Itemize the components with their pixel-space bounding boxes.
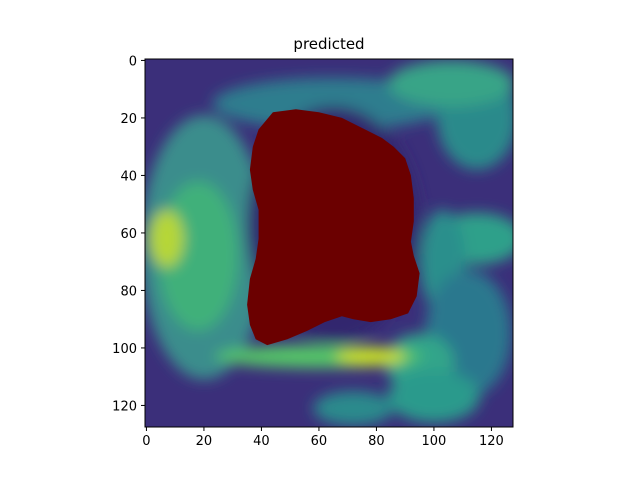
x-tick-label: 100 [422,434,447,449]
x-tick-label: 20 [196,434,213,449]
y-tick-label: 20 [120,112,137,127]
y-tick-label: 80 [120,284,137,299]
plot-frame [144,58,514,428]
image-region-13 [313,391,394,426]
y-tick-label: 120 [112,399,137,414]
y-tick-label: 40 [120,169,137,184]
predicted-mask [247,109,420,346]
y-tick-label: 60 [120,227,137,242]
image-region-5 [387,60,513,107]
image-region-11 [336,347,406,366]
y-axis: 0 20 40 60 80 100 120 [112,54,145,414]
x-tick-label: 120 [479,434,504,449]
x-tick-label: 60 [311,434,328,449]
chart-title: predicted [293,35,364,53]
y-tick-label: 100 [112,342,137,357]
image-region-12 [387,370,480,423]
image-region-2 [149,209,184,268]
x-tick-label: 0 [142,434,150,449]
predicted-mask-layer [247,109,420,346]
x-tick-label: 80 [368,434,385,449]
x-tick-label: 40 [253,434,270,449]
x-axis: 0 20 40 60 80 100 120 [142,427,504,449]
y-tick-label: 0 [129,54,137,69]
